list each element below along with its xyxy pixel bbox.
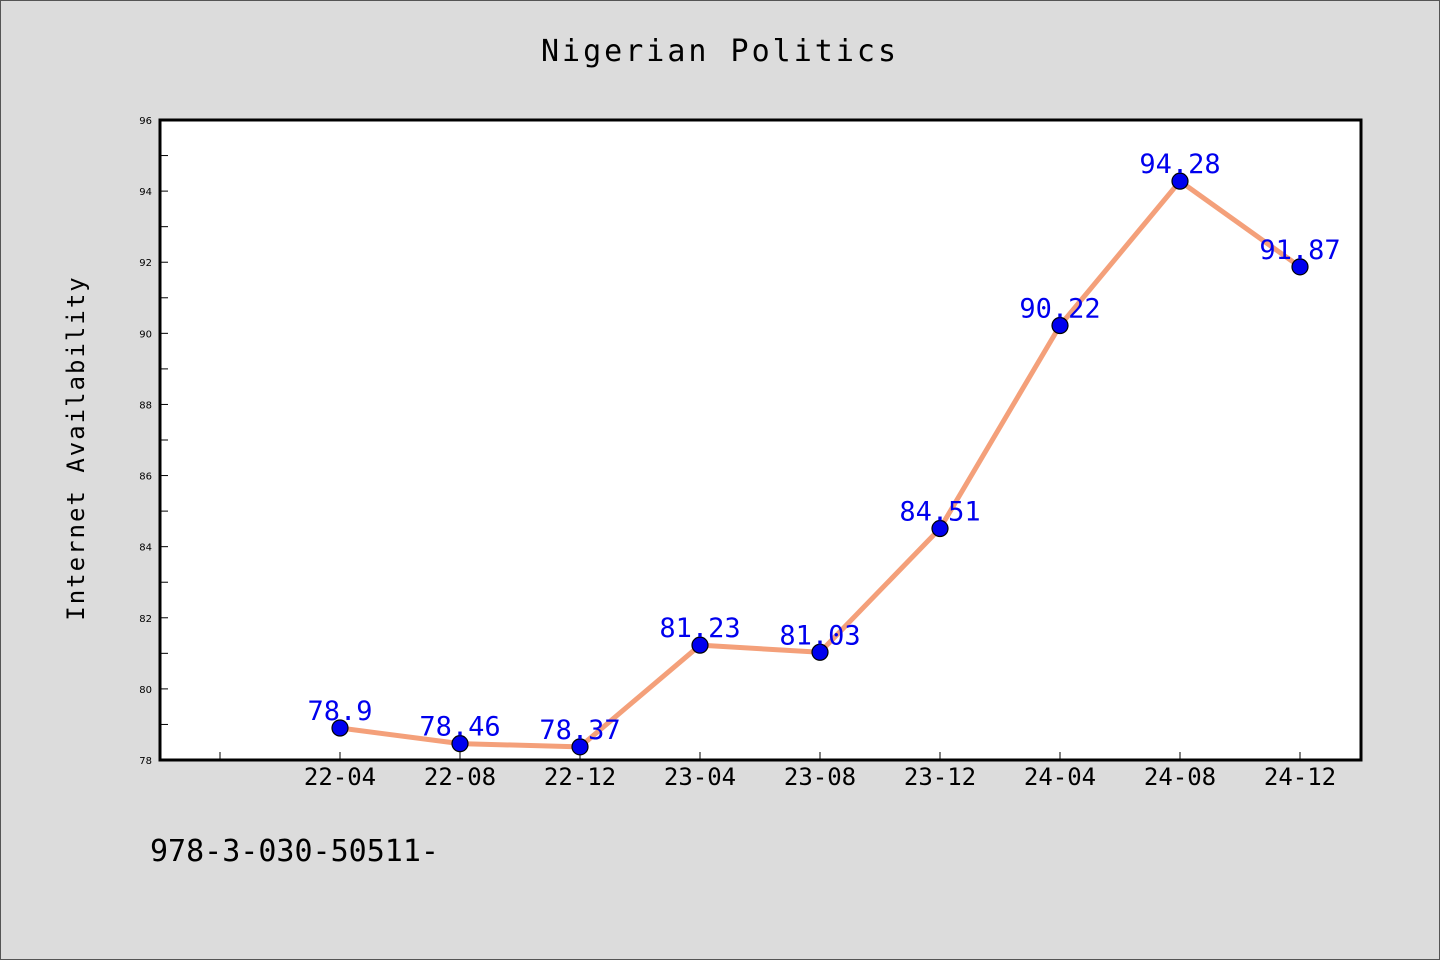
y-tick-label: 90: [139, 329, 152, 340]
x-axis-ticks: 22-04 22-08 22-12 23-04 23-08 23-12 24-04 24-08…: [219, 752, 1336, 791]
x-tick-label: 24-08: [1144, 763, 1216, 791]
data-labels: 78.9 78.46 78.37 81.23 81.03 84.51 90.22 94.28 9…: [307, 149, 1340, 746]
y-tick-label: 82: [139, 614, 152, 625]
y-tick-label: 78: [139, 756, 152, 767]
data-point-marker: [1051, 316, 1069, 335]
data-point-marker: [1291, 258, 1309, 276]
x-tick-label: 24-12: [1264, 763, 1336, 791]
data-label: 90.22: [1019, 294, 1100, 325]
x-tick-label: 23-12: [904, 763, 976, 791]
data-label: 81.23: [659, 613, 740, 644]
x-tick-label: 22-12: [544, 763, 616, 791]
data-point-marker: [451, 735, 469, 753]
x-tick-label: 24-04: [1024, 763, 1096, 791]
x-tick-label: 23-04: [664, 763, 736, 791]
data-point-marker: [1171, 172, 1189, 190]
data-point-marker: [811, 643, 829, 661]
y-axis-ticks: 78 80 82 84 86 88 90 92 94 96: [139, 116, 168, 767]
y-tick-label: 80: [139, 685, 152, 696]
x-tick-label: 23-08: [784, 763, 856, 791]
series-markers: [331, 172, 1309, 756]
chart-title: Nigerian Politics: [540, 34, 900, 69]
y-tick-label: 92: [139, 258, 152, 269]
data-label: 78.37: [539, 715, 620, 746]
data-label: 91.87: [1259, 235, 1340, 266]
data-point-marker: [691, 636, 709, 654]
data-label: 78.46: [419, 712, 500, 743]
x-tick-label: 22-08: [424, 763, 496, 791]
data-point-marker: [931, 519, 949, 538]
data-point-marker: [571, 738, 589, 756]
y-tick-label: 86: [139, 472, 152, 483]
data-label: 84.51: [899, 497, 980, 528]
data-label: 94.28: [1139, 149, 1220, 180]
data-label: 81.03: [779, 620, 860, 651]
y-tick-label: 96: [139, 116, 152, 127]
plot-area: [158, 118, 1363, 762]
footnote-text: 978-3-030-50511-: [150, 834, 439, 869]
y-tick-label: 84: [139, 543, 152, 554]
data-point-marker: [331, 719, 349, 737]
y-tick-label: 94: [139, 187, 152, 198]
y-tick-label: 88: [139, 400, 152, 411]
data-label: 78.9: [307, 696, 372, 727]
x-tick-label: 22-04: [304, 763, 376, 791]
